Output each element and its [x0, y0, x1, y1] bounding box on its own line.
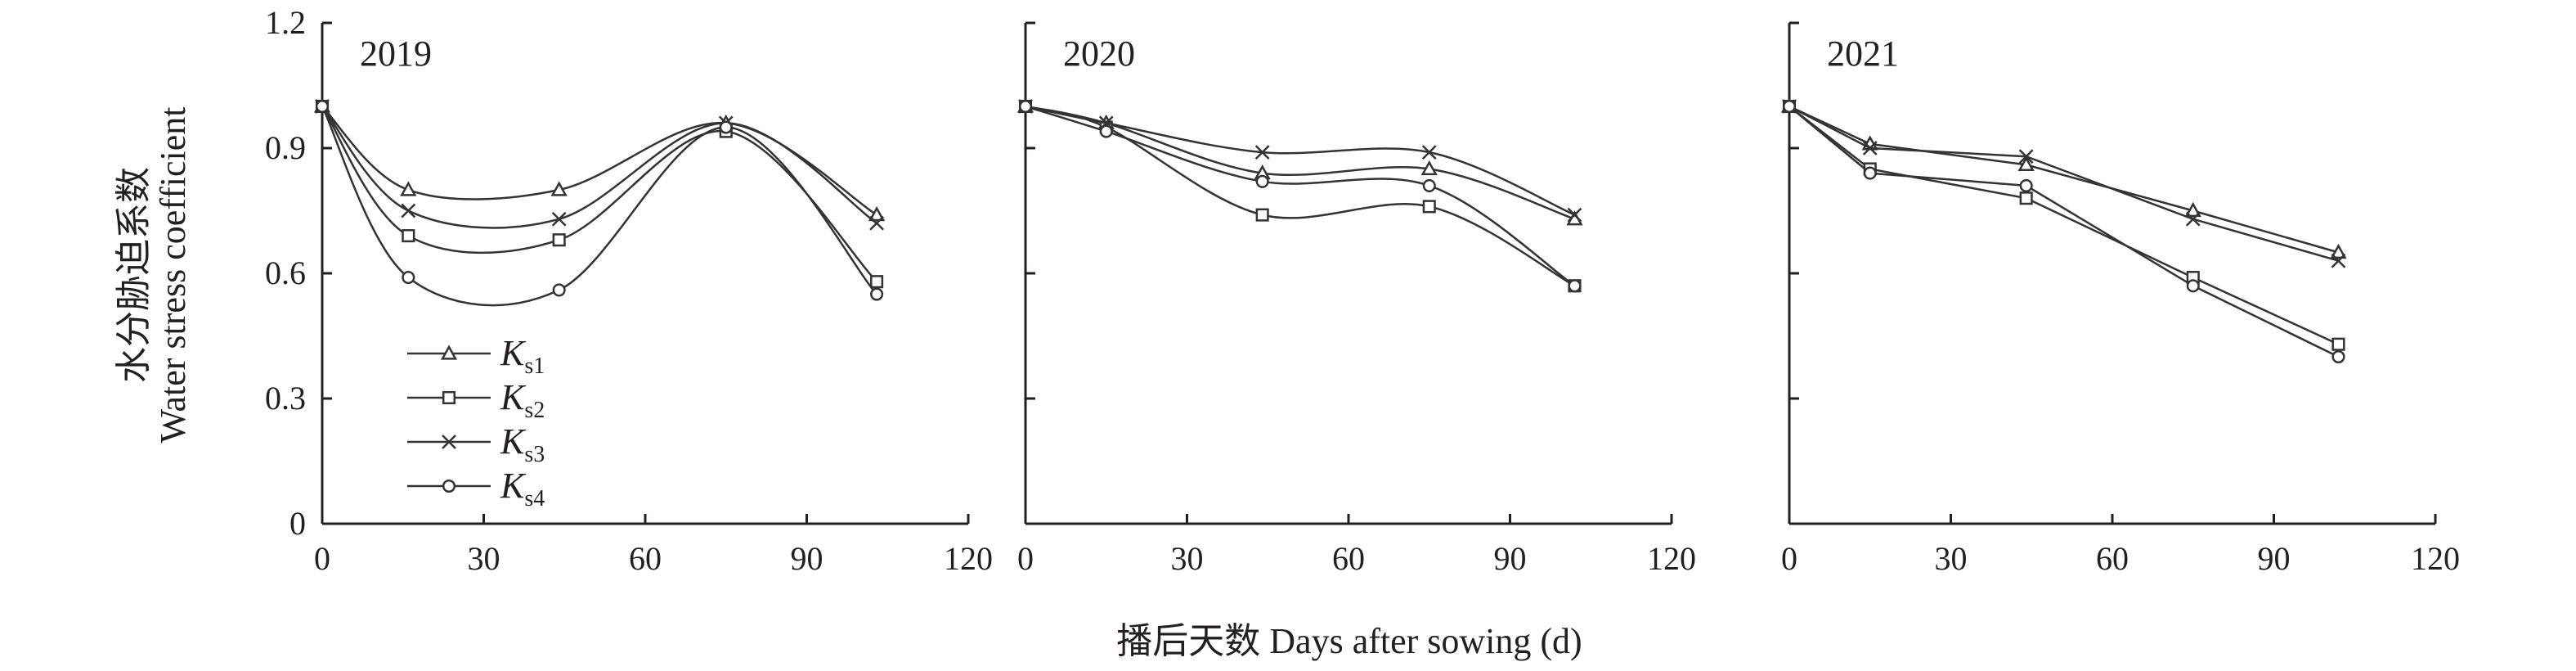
data-point-Ks3	[1862, 141, 1878, 155]
data-point-Ks3	[2018, 149, 2034, 164]
x-tick-label: 0	[314, 540, 330, 577]
panel-2020: 0 30 60 90 120 2020	[1016, 21, 1696, 577]
legend-marker	[440, 345, 458, 360]
data-point-Ks3	[1254, 145, 1270, 160]
panel-title: 2020	[1063, 34, 1135, 74]
x-tick-label: 0	[1017, 540, 1034, 577]
data-point-Ks3	[2185, 211, 2201, 227]
panel-title: 2019	[360, 34, 432, 74]
legend-marker	[442, 479, 456, 493]
data-point-Ks3	[1421, 145, 1437, 160]
data-point-Ks1	[550, 181, 568, 196]
data-point-Ks4	[1018, 99, 1033, 114]
data-point-Ks2	[402, 229, 415, 243]
panel-2021: 0 30 60 90 120 2021	[1780, 21, 2460, 577]
data-point-Ks1	[2184, 201, 2201, 218]
data-point-Ks2	[1255, 208, 1269, 222]
data-point-Ks1	[1420, 160, 1438, 176]
x-tick-label: 90	[2258, 540, 2291, 577]
y-tick-label: 0.9	[265, 129, 306, 166]
x-tick-label: 60	[629, 540, 662, 577]
data-point-Ks4	[552, 283, 566, 297]
data-point-Ks4	[1782, 99, 1797, 114]
series-line-Ks4	[1025, 105, 1576, 287]
series-line-Ks3	[1788, 105, 2339, 262]
data-point-Ks4	[1255, 174, 1269, 188]
data-point-Ks3	[1567, 207, 1582, 223]
x-tick-label: 120	[2411, 540, 2460, 577]
data-point-Ks4	[719, 120, 733, 134]
data-point-Ks3	[401, 203, 416, 218]
y-tick-label: 0	[289, 505, 306, 542]
x-tick-label: 90	[791, 540, 824, 577]
data-point-Ks1	[868, 206, 886, 222]
data-point-Ks1	[400, 181, 417, 196]
data-point-Ks4	[2186, 279, 2200, 293]
data-point-Ks4	[2331, 349, 2345, 364]
data-point-Ks4	[315, 99, 330, 114]
chart-panels: 0 0.3 0.6 0.9 1.2 0 30 60 90 120 2019 0 30 60 90 120 202…	[265, 4, 2460, 577]
data-point-Ks3	[869, 215, 884, 231]
x-tick-label: 30	[468, 540, 500, 577]
legend-label: Ks3	[500, 421, 545, 467]
legend-label: Ks2	[500, 377, 545, 423]
data-point-Ks1	[2330, 243, 2347, 259]
data-point-Ks2	[870, 275, 884, 289]
data-point-Ks2	[552, 233, 566, 247]
x-axis-title: 播后天数 Days after sowing (d)	[1116, 621, 1582, 661]
y-tick-label: 1.2	[265, 4, 306, 41]
data-point-Ks4	[870, 287, 884, 301]
x-tick-label: 60	[1332, 540, 1365, 577]
x-tick-label: 120	[1647, 540, 1696, 577]
x-tick-label: 120	[944, 540, 993, 577]
data-point-Ks1	[2017, 155, 2035, 172]
data-point-Ks4	[1422, 178, 1436, 192]
legend-item-Ks3: Ks3	[407, 421, 545, 467]
legend-marker	[442, 390, 456, 405]
x-tick-label: 90	[1494, 540, 1527, 577]
x-tick-label: 0	[1781, 540, 1797, 577]
legend-marker	[442, 435, 456, 449]
data-point-Ks4	[2019, 178, 2033, 192]
x-tick-label: 30	[1171, 540, 1204, 577]
series-line-Ks4	[321, 106, 878, 307]
legend-label: Ks1	[500, 333, 545, 379]
series-line-Ks2	[321, 106, 877, 283]
legend-item-Ks4: Ks4	[407, 466, 545, 511]
data-point-Ks4	[1099, 124, 1113, 138]
legend-label: Ks4	[500, 466, 545, 511]
x-tick-label: 30	[1935, 540, 1968, 577]
data-point-Ks3	[2331, 253, 2346, 268]
x-tick-label: 60	[2096, 540, 2129, 577]
data-point-Ks3	[551, 211, 567, 227]
series-line-Ks3	[321, 106, 877, 229]
data-point-Ks4	[1568, 279, 1582, 293]
data-point-Ks2	[2019, 191, 2033, 205]
legend-item-Ks1: Ks1	[407, 333, 545, 379]
legend-item-Ks2: Ks2	[407, 377, 545, 423]
series-line-Ks2	[1025, 105, 1576, 287]
y-tick-label: 0.6	[265, 254, 306, 291]
panel-2019: 0 0.3 0.6 0.9 1.2 0 30 60 90 120 2019	[265, 4, 993, 577]
y-tick-label: 0.3	[265, 380, 306, 417]
y-axis-title: 水分胁迫系数 Water stress coefficient	[114, 106, 193, 443]
panel-title: 2021	[1827, 34, 1899, 74]
data-point-Ks2	[1422, 200, 1436, 214]
series-line-Ks3	[1025, 105, 1575, 216]
y-axis-title-cn: 水分胁迫系数	[114, 167, 154, 383]
data-point-Ks4	[402, 271, 415, 285]
data-point-Ks2	[2331, 337, 2345, 351]
data-point-Ks4	[1863, 166, 1877, 180]
y-axis-title-en: Water stress coefficient	[153, 106, 193, 443]
